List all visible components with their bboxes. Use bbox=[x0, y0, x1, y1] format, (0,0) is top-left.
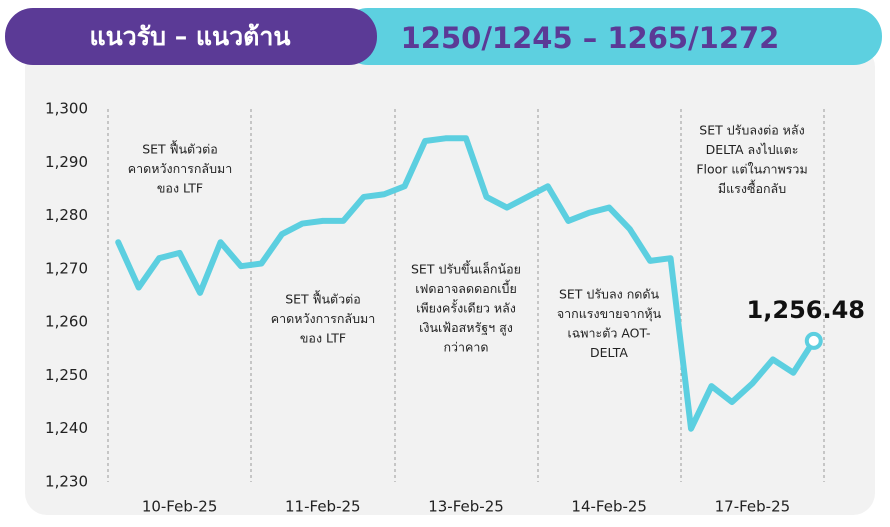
annotation: จากแรงขายจากหุ้น bbox=[557, 306, 662, 322]
annotation: ของ LTF bbox=[157, 181, 203, 196]
annotation: SET ฟื้นตัวต่อ bbox=[285, 290, 361, 307]
annotation: SET ฟื้นตัวต่อ bbox=[142, 140, 218, 157]
annotation: SET ปรับขึ้นเล็กน้อย bbox=[411, 260, 521, 277]
annotation: DELTA ลงไปแตะ bbox=[706, 142, 799, 157]
annotation: มีแรงซื้อกลับ bbox=[718, 179, 786, 196]
separators bbox=[107, 109, 825, 482]
x-tick-label: 11-Feb-25 bbox=[285, 498, 361, 516]
x-tick-label: 17-Feb-25 bbox=[715, 498, 791, 516]
annotation: SET ปรับลง กดดัน bbox=[559, 287, 660, 302]
y-tick-label: 1,300 bbox=[45, 100, 88, 118]
annotation: เพียงครั้งเดียว หลัง bbox=[416, 299, 516, 316]
header-right bbox=[340, 8, 882, 65]
y-tick-label: 1,230 bbox=[45, 473, 88, 491]
annotation: DELTA bbox=[590, 345, 628, 360]
x-tick-label: 10-Feb-25 bbox=[142, 498, 218, 516]
annotation: คาดหวังการกลับมา bbox=[128, 161, 233, 176]
y-tick-label: 1,270 bbox=[45, 259, 88, 277]
annotation: SET ปรับลงต่อ หลัง bbox=[699, 123, 804, 138]
chart-title: แนวรับ – แนวต้าน bbox=[89, 22, 290, 51]
x-tick-label: 14-Feb-25 bbox=[571, 498, 647, 516]
panel bbox=[25, 45, 875, 515]
y-tick-label: 1,290 bbox=[45, 153, 88, 171]
annotation: Floor แต่ในภาพรวม bbox=[696, 162, 807, 177]
annotation: เฉพาะตัว AOT- bbox=[567, 326, 650, 341]
annotation: คาดหวังการกลับมา bbox=[271, 311, 376, 326]
x-tick-label: 13-Feb-25 bbox=[428, 498, 504, 516]
y-tick-label: 1,280 bbox=[45, 206, 88, 224]
annotation: ของ LTF bbox=[300, 331, 346, 346]
chart-subtitle: 1250/1245 – 1265/1272 bbox=[401, 21, 780, 55]
end-point bbox=[804, 331, 823, 350]
annotation: กว่าคาด bbox=[443, 340, 488, 355]
annotation: เงินเฟ้อสหรัฐฯ สูง bbox=[419, 320, 513, 336]
line bbox=[115, 135, 817, 432]
y-tick-label: 1,240 bbox=[45, 419, 88, 437]
y-tick-label: 1,250 bbox=[45, 366, 88, 384]
header-left bbox=[5, 8, 377, 65]
value-label: 1,256.48 bbox=[747, 296, 865, 324]
annotation: เฟดอาจลดดอกเบี้ย bbox=[415, 279, 517, 296]
y-tick-label: 1,260 bbox=[45, 313, 88, 331]
